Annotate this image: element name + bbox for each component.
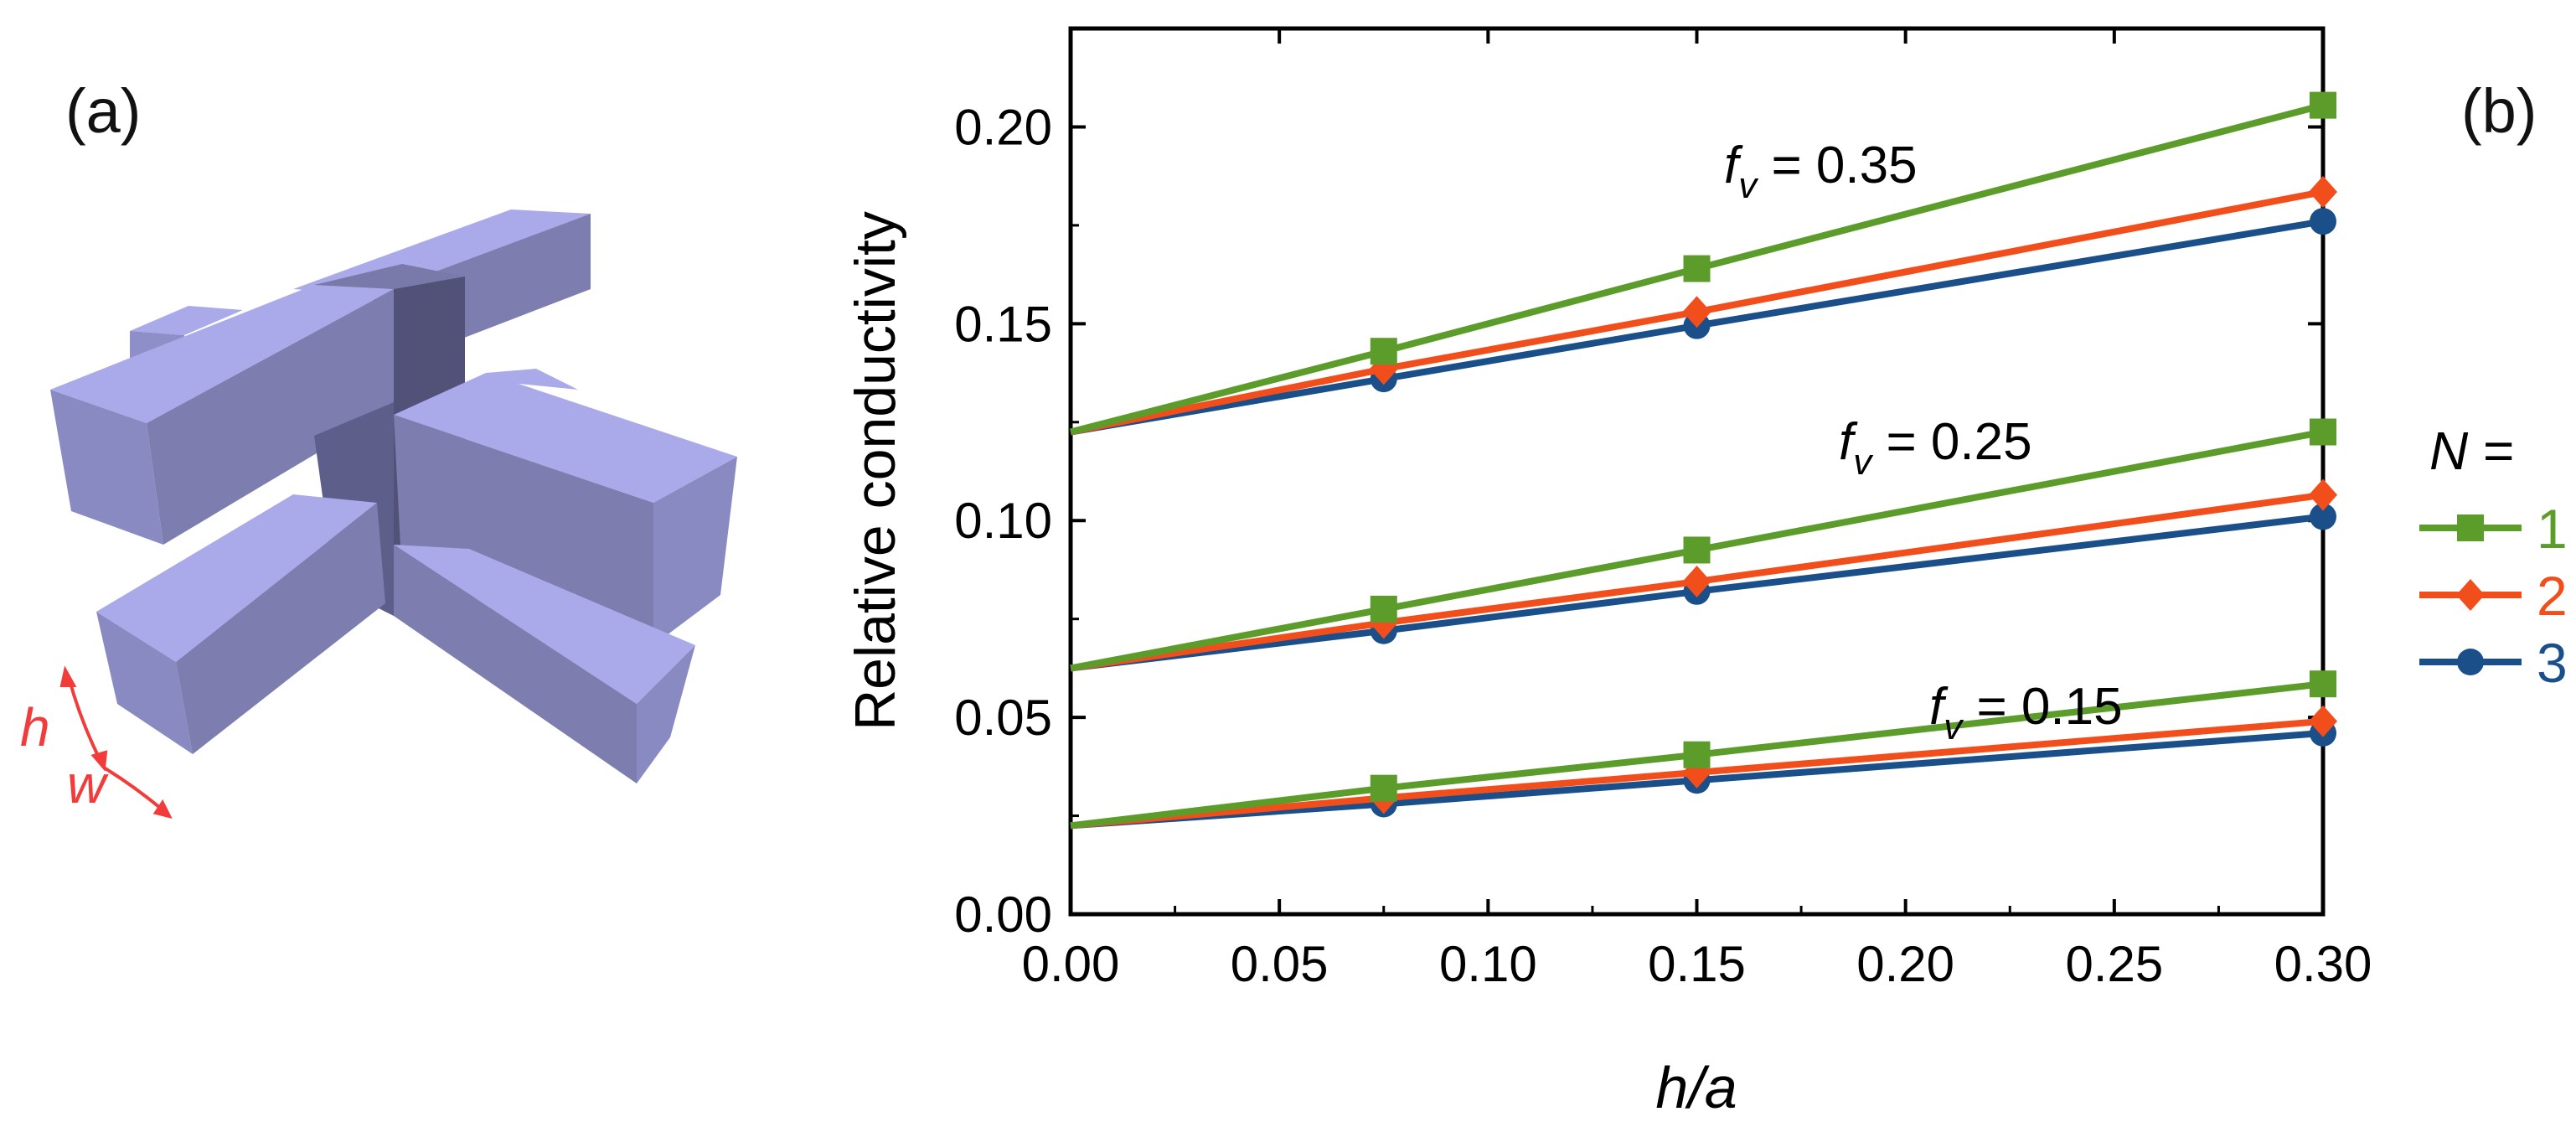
group-label: fv = 0.35 xyxy=(1724,137,1918,206)
data-point-diamond xyxy=(1682,566,1711,598)
data-point-square xyxy=(1683,741,1711,768)
data-point-square xyxy=(1370,774,1397,802)
group-label: fv = 0.25 xyxy=(1839,413,2032,483)
x-tick-label: 0.25 xyxy=(2065,936,2163,992)
y-tick-label: 0.00 xyxy=(954,887,1052,943)
data-point-diamond xyxy=(1682,296,1711,328)
conductivity-chart: (b) 0.00 0.05 0.10 0.15 0.20 0.25 0.30 0.000.0… xyxy=(844,26,2568,1120)
data-point-diamond xyxy=(2309,705,2337,737)
data-point-square xyxy=(1370,595,1397,623)
dimension-annotations: h w xyxy=(20,665,173,819)
y-tick-label: 0.05 xyxy=(954,690,1052,746)
data-point-square xyxy=(2310,91,2336,119)
x-tick-label: 0.00 xyxy=(1022,936,1120,992)
series-group-2 xyxy=(1070,670,2337,830)
series-group-1 xyxy=(1070,418,2337,672)
y-axis-ticks: 0.00 0.05 0.10 0.15 0.20 xyxy=(954,99,2323,943)
group-label: fv = 0.15 xyxy=(1929,678,2123,747)
data-point-square xyxy=(2310,418,2336,446)
legend-label: 3 xyxy=(2537,632,2568,694)
h-label: h xyxy=(20,697,50,757)
series-line-N3 xyxy=(1070,218,2324,436)
data-point-square xyxy=(1370,338,1397,365)
data-point-square xyxy=(1683,536,1711,564)
y-tick-label: 0.10 xyxy=(954,493,1052,549)
x-axis-ticks: 0.00 0.05 0.10 0.15 0.20 0.25 0.30 xyxy=(1022,28,2372,992)
h-dimension-arc xyxy=(67,676,102,762)
data-point-square xyxy=(1683,255,1711,282)
data-point-circle xyxy=(2310,503,2336,530)
series-line-N2 xyxy=(1070,717,2324,830)
woodpile-blocks xyxy=(50,209,737,783)
legend-item-N1: 1 xyxy=(2419,498,2568,560)
legend-label: 2 xyxy=(2537,565,2568,627)
data-point-diamond xyxy=(2309,175,2337,208)
legend-item-N3: 3 xyxy=(2419,632,2568,694)
data-point-circle xyxy=(2457,649,2484,675)
panel-b-label: (b) xyxy=(2461,76,2537,146)
x-tick-label: 0.30 xyxy=(2274,936,2372,992)
data-point-circle xyxy=(2310,208,2336,235)
series-line-N1 xyxy=(1070,428,2324,672)
series-group-0 xyxy=(1070,91,2337,436)
legend-label: 1 xyxy=(2537,498,2568,560)
series-line-N1 xyxy=(1070,101,2325,436)
w-dimension-arc xyxy=(102,766,166,813)
y-axis-label: Relative conductivity xyxy=(844,211,907,731)
data-point-square xyxy=(2457,514,2484,541)
x-tick-label: 0.05 xyxy=(1231,936,1329,992)
series-line-N2 xyxy=(1070,189,2324,436)
group-labels: fv = 0.35 fv = 0.25 fv = 0.15 xyxy=(1724,137,2123,747)
data-point-diamond xyxy=(2309,478,2337,511)
panel-a-label: (a) xyxy=(65,76,141,146)
w-label: w xyxy=(67,754,109,814)
legend-item-N2: 2 xyxy=(2419,565,2568,627)
x-tick-label: 0.20 xyxy=(1856,936,1954,992)
series-line-N3 xyxy=(1070,513,2324,672)
y-tick-label: 0.20 xyxy=(954,99,1052,155)
series-line-N1 xyxy=(1070,680,2324,830)
woodpile-illustration: (a) xyxy=(20,76,737,819)
legend: N = 123 xyxy=(2419,421,2568,694)
data-point-square xyxy=(2310,670,2336,698)
x-axis-label: h/a xyxy=(1655,1055,1737,1120)
y-tick-label: 0.15 xyxy=(954,296,1052,352)
data-point-diamond xyxy=(2456,579,2485,611)
series-layer xyxy=(1070,91,2337,830)
legend-title: N = xyxy=(2429,421,2514,481)
x-tick-label: 0.10 xyxy=(1439,936,1537,992)
x-tick-label: 0.15 xyxy=(1648,936,1746,992)
series-line-N2 xyxy=(1070,491,2324,672)
